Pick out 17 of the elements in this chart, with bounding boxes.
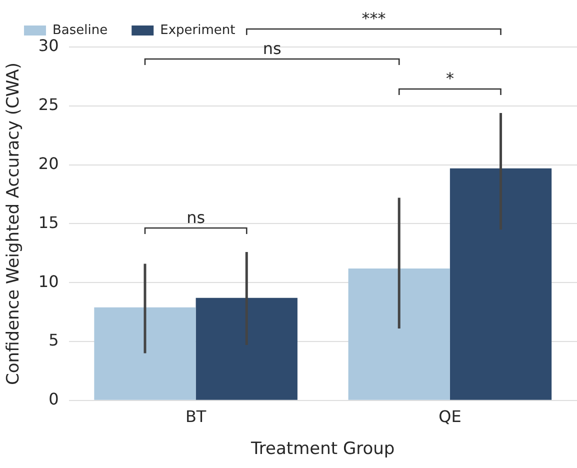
y-tick-label: 0 <box>48 390 59 409</box>
y-tick-label: 25 <box>38 95 59 114</box>
y-tick-label: 30 <box>38 36 59 56</box>
y-tick-label: 5 <box>48 330 59 350</box>
y-tick-label: 20 <box>38 154 59 173</box>
x-tick-label: QE <box>438 407 462 426</box>
x-tick-label: BT <box>185 407 206 426</box>
y-tick-label: 10 <box>38 272 59 291</box>
legend-label: Baseline <box>52 22 108 38</box>
y-tick-label: 15 <box>38 212 59 232</box>
y-axis-title: Confidence Weighted Accuracy (CWA) <box>4 62 24 385</box>
legend-label: Experiment <box>160 22 236 38</box>
x-axis-title: Treatment Group <box>250 439 395 460</box>
annotation: * <box>446 69 454 88</box>
annotation: ns <box>186 208 206 228</box>
text: *** <box>362 9 386 28</box>
annotation: ns <box>262 39 282 58</box>
